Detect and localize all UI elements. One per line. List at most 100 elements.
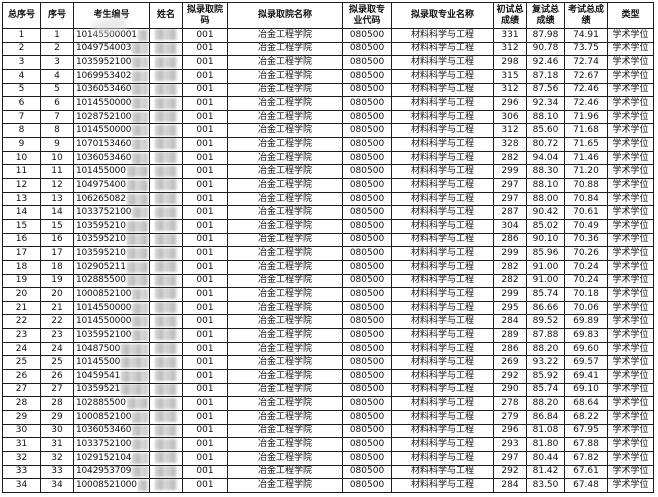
cell-initial-score: 312	[493, 41, 527, 57]
table-row: 33 33 1042953709 001 冶金工程学院 080500 材料科学与…	[2, 464, 654, 480]
cell-seq: 11	[40, 164, 74, 180]
cell-retest-score: 81.08	[526, 423, 565, 439]
candidate-censor-block	[121, 384, 148, 396]
cell-name	[149, 273, 183, 289]
cell-major-code: 080500	[342, 191, 392, 207]
header-exam-total: 考试总成绩	[564, 2, 608, 29]
header-total-seq: 总序号	[2, 2, 41, 29]
cell-major-name: 材料科学与工程	[391, 409, 494, 425]
cell-total-seq: 19	[2, 273, 41, 289]
cell-name	[149, 423, 183, 439]
cell-retest-score: 94.04	[526, 150, 565, 166]
cell-initial-score: 289	[493, 328, 527, 343]
cell-college-code: 001	[182, 259, 228, 275]
cell-seq: 8	[40, 123, 74, 139]
cell-type: 学术学位	[607, 450, 654, 466]
cell-college-name: 冶金工程学院	[227, 205, 343, 220]
cell-candidate-no: 104975400	[73, 178, 150, 193]
cell-college-code: 001	[182, 382, 228, 398]
cell-initial-score: 297	[493, 178, 527, 193]
cell-type: 学术学位	[607, 259, 654, 275]
cell-college-code: 001	[182, 28, 228, 43]
cell-college-code: 001	[182, 205, 228, 220]
cell-major-code: 080500	[342, 28, 392, 43]
candidate-prefix: 10359521	[76, 384, 121, 395]
cell-major-code: 080500	[342, 450, 392, 466]
cell-seq: 12	[40, 178, 74, 193]
candidate-prefix: 1033752100	[76, 439, 132, 450]
cell-retest-score: 81.42	[526, 464, 565, 480]
table-row: 13 13 106265082 001 冶金工程学院 080500 材料科学与工…	[2, 191, 654, 207]
cell-initial-score: 299	[493, 246, 527, 261]
cell-candidate-no: 1014550000	[73, 96, 150, 111]
cell-retest-score: 90.10	[526, 232, 565, 248]
cell-retest-score: 86.84	[526, 409, 565, 425]
candidate-censor-block	[132, 411, 148, 423]
cell-major-name: 材料科学与工程	[391, 273, 494, 289]
cell-college-code: 001	[182, 41, 228, 57]
cell-total-seq: 15	[2, 218, 41, 234]
cell-candidate-no: 1042953709	[73, 464, 150, 480]
cell-college-name: 冶金工程学院	[227, 28, 343, 43]
cell-retest-score: 87.18	[526, 68, 565, 84]
table-row: 6 6 1014550000 001 冶金工程学院 080500 材料科学与工程…	[2, 96, 654, 111]
cell-candidate-no: 1014550000	[73, 123, 150, 139]
cell-college-code: 001	[182, 178, 228, 193]
cell-major-name: 材料科学与工程	[391, 218, 494, 234]
table-row: 11 11 101455000 001 冶金工程学院 080500 材料科学与工…	[2, 164, 654, 180]
cell-initial-score: 297	[493, 450, 527, 466]
cell-retest-score: 80.44	[526, 450, 565, 466]
candidate-censor-block	[132, 138, 148, 150]
cell-exam-total: 70.88	[564, 178, 608, 193]
cell-name	[149, 82, 183, 98]
cell-major-code: 080500	[342, 109, 392, 125]
cell-candidate-no: 102885500	[73, 396, 150, 411]
candidate-prefix: 102905211	[76, 261, 126, 272]
cell-major-name: 材料科学与工程	[391, 109, 494, 125]
cell-exam-total: 70.49	[564, 218, 608, 234]
cell-exam-total: 68.22	[564, 409, 608, 425]
cell-type: 学术学位	[607, 246, 654, 261]
header-type: 类型	[607, 2, 654, 29]
cell-retest-score: 87.56	[526, 82, 565, 98]
cell-major-name: 材料科学与工程	[391, 314, 494, 330]
cell-candidate-no: 103595210	[73, 218, 150, 234]
table-row: 30 30 1036053460 001 冶金工程学院 080500 材料科学与…	[2, 423, 654, 439]
table-row: 17 17 103595210 001 冶金工程学院 080500 材料科学与工…	[2, 246, 654, 261]
cell-exam-total: 69.10	[564, 382, 608, 398]
cell-college-code: 001	[182, 150, 228, 166]
cell-major-name: 材料科学与工程	[391, 232, 494, 248]
cell-college-code: 001	[182, 328, 228, 343]
cell-initial-score: 298	[493, 55, 527, 70]
cell-major-code: 080500	[342, 96, 392, 111]
cell-total-seq: 20	[2, 287, 41, 302]
cell-seq: 2	[40, 41, 74, 57]
cell-college-code: 001	[182, 109, 228, 125]
cell-exam-total: 69.83	[564, 328, 608, 343]
cell-retest-score: 85.92	[526, 369, 565, 384]
cell-college-code: 001	[182, 423, 228, 439]
cell-college-code: 001	[182, 464, 228, 480]
cell-college-name: 冶金工程学院	[227, 55, 343, 70]
name-censor-block	[155, 206, 177, 218]
cell-type: 学术学位	[607, 300, 654, 316]
header-major-name: 拟录取专业名称	[391, 2, 494, 29]
cell-major-name: 材料科学与工程	[391, 369, 494, 384]
cell-candidate-no: 10359521	[73, 382, 150, 398]
cell-major-name: 材料科学与工程	[391, 55, 494, 70]
cell-college-code: 001	[182, 68, 228, 84]
cell-exam-total: 70.06	[564, 300, 608, 316]
candidate-censor-block	[132, 152, 148, 164]
cell-seq: 20	[40, 287, 74, 302]
cell-major-name: 材料科学与工程	[391, 191, 494, 207]
cell-type: 学术学位	[607, 478, 654, 493]
cell-retest-score: 85.74	[526, 287, 565, 302]
cell-seq: 19	[40, 273, 74, 289]
cell-exam-total: 67.48	[564, 478, 608, 493]
cell-major-code: 080500	[342, 369, 392, 384]
cell-major-name: 材料科学与工程	[391, 396, 494, 411]
cell-initial-score: 299	[493, 287, 527, 302]
name-censor-block	[155, 425, 177, 436]
cell-candidate-no: 101455000	[73, 164, 150, 180]
candidate-prefix: 1036053460	[76, 84, 132, 95]
